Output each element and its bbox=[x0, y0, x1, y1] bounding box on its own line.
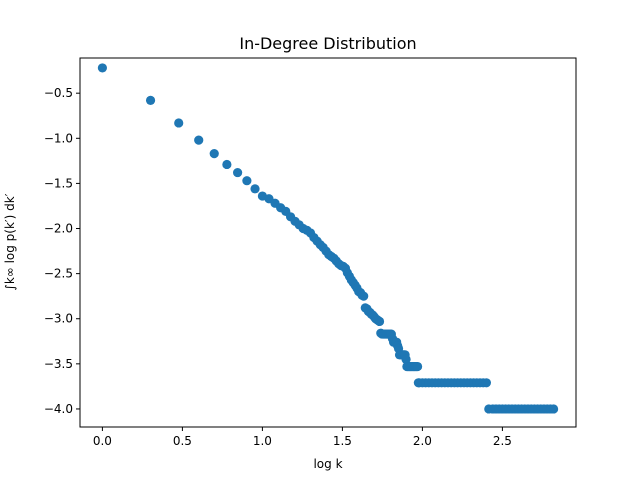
x-axis-ticks: 0.0 0.5 1.0 1.5 2.0 2.5 bbox=[93, 427, 512, 448]
data-point-7 bbox=[242, 176, 252, 186]
data-point-92 bbox=[413, 361, 423, 372]
y-tick-label-0: −0.5 bbox=[44, 86, 73, 100]
x-tick-label-1: 0.5 bbox=[173, 434, 192, 448]
data-point-78 bbox=[401, 354, 411, 364]
data-point-0 bbox=[97, 63, 107, 73]
data-point-5 bbox=[222, 159, 232, 170]
data-point-4 bbox=[209, 149, 219, 159]
y-tick-label-5: −3.0 bbox=[44, 312, 73, 326]
data-point-6 bbox=[233, 167, 243, 178]
y-tick-label-4: −2.5 bbox=[44, 267, 73, 281]
x-tick-label-0: 0.0 bbox=[93, 434, 112, 448]
y-axis-ticks: −0.5 −1.0 −1.5 −2.0 −2.5 −3.0 −3.5 −4.0 bbox=[44, 86, 80, 416]
data-point-8 bbox=[250, 184, 260, 194]
y-tick-label-1: −1.0 bbox=[44, 131, 73, 145]
y-axis-label: ∫k∞ log p(k′) dk′ bbox=[3, 193, 17, 290]
y-tick-label-3: −2.0 bbox=[44, 222, 73, 236]
x-tick-label-2: 1.0 bbox=[253, 434, 272, 448]
data-point-1 bbox=[145, 95, 156, 105]
x-tick-label-3: 1.5 bbox=[333, 434, 352, 448]
data-point-2 bbox=[174, 118, 184, 128]
data-point-53 bbox=[374, 316, 385, 327]
data-point-115 bbox=[481, 378, 491, 388]
x-axis-label: log k bbox=[313, 457, 342, 471]
y-tick-label-2: −1.5 bbox=[44, 176, 73, 190]
data-point-3 bbox=[194, 135, 204, 145]
plot-frame bbox=[79, 57, 577, 428]
chart-title: In-Degree Distribution bbox=[239, 34, 416, 53]
y-tick-label-6: −3.5 bbox=[44, 357, 73, 371]
data-points bbox=[97, 63, 559, 414]
x-tick-label-5: 2.5 bbox=[493, 434, 512, 448]
y-tick-label-7: −4.0 bbox=[44, 402, 73, 416]
x-tick-label-4: 2.0 bbox=[413, 434, 432, 448]
data-point-42 bbox=[359, 291, 369, 301]
data-point-136 bbox=[549, 404, 559, 414]
